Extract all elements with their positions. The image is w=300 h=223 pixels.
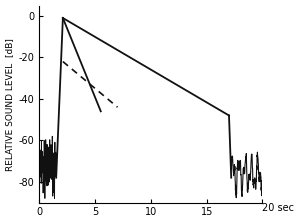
Y-axis label: RELATIVE SOUND LEVEL  [dB]: RELATIVE SOUND LEVEL [dB] xyxy=(6,38,15,171)
Text: 20 sec: 20 sec xyxy=(262,202,294,213)
